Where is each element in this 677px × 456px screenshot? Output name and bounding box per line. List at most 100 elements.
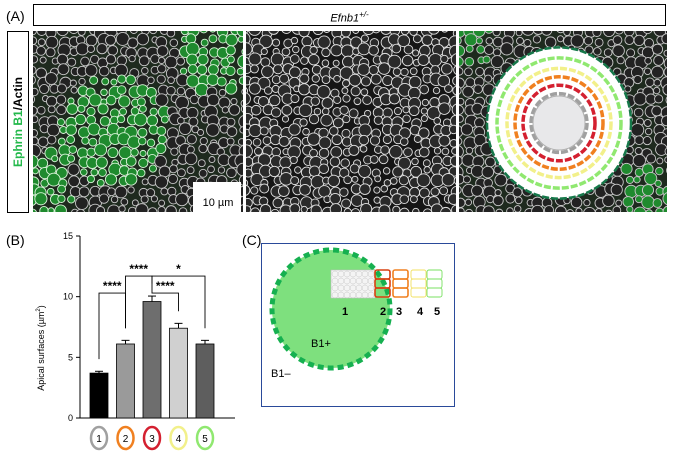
cell [169, 38, 179, 48]
category-ring [169, 425, 188, 451]
zone-ring [513, 75, 605, 171]
y-tick-label: 0 [68, 413, 73, 423]
cell [186, 166, 195, 175]
cell [39, 83, 50, 95]
cell [239, 126, 243, 134]
cell [107, 147, 119, 159]
cell [332, 59, 340, 67]
cell [378, 154, 389, 165]
cell [141, 66, 149, 75]
cell [372, 31, 380, 34]
cell [340, 158, 350, 168]
cell [35, 67, 47, 79]
cell [450, 114, 456, 128]
cell [397, 34, 411, 48]
cell [313, 107, 322, 116]
cell [238, 115, 243, 129]
cell [652, 198, 663, 208]
cell [308, 53, 320, 66]
cell [612, 35, 623, 45]
cell [66, 154, 76, 163]
cell [150, 54, 160, 64]
zone-cell [374, 287, 391, 298]
cell [532, 35, 542, 44]
cell [84, 64, 98, 77]
cell [259, 183, 270, 194]
cell [228, 104, 241, 116]
cell [329, 156, 341, 168]
cell [556, 35, 564, 43]
cell [663, 49, 667, 57]
cell [85, 34, 98, 47]
cell [570, 34, 585, 48]
cell [521, 31, 535, 36]
cell [505, 193, 516, 204]
cell [250, 207, 261, 212]
cell [246, 32, 251, 46]
cell [328, 126, 339, 136]
cell [373, 196, 381, 204]
cell [289, 54, 300, 64]
cell [277, 185, 290, 198]
cell [662, 205, 667, 212]
cell-strip [330, 269, 443, 299]
cell [300, 205, 308, 212]
cell [138, 55, 150, 67]
panel-b-label: (B) [6, 232, 25, 248]
cell [185, 42, 200, 56]
cell [105, 54, 117, 65]
cell [644, 57, 652, 65]
cell [141, 178, 149, 186]
cell [70, 86, 78, 94]
cell [157, 134, 167, 145]
cell [453, 65, 456, 75]
cell [340, 44, 354, 58]
cell [65, 124, 77, 136]
cell [33, 95, 36, 104]
cell [133, 112, 148, 127]
cell [128, 54, 136, 63]
cell [641, 195, 655, 209]
cell [186, 106, 199, 119]
cell [94, 143, 108, 157]
cell [462, 85, 475, 98]
cell [33, 129, 38, 138]
cell [135, 203, 149, 212]
cell [290, 94, 300, 104]
cell [281, 47, 291, 57]
cell [46, 134, 57, 145]
cell [392, 205, 401, 212]
cell [184, 152, 198, 166]
cell [45, 47, 56, 58]
zone-number: 2 [380, 306, 386, 318]
cell [36, 105, 46, 115]
cell [241, 88, 243, 95]
cell [33, 36, 38, 46]
cell [218, 88, 227, 97]
cell [175, 95, 189, 110]
cell [642, 136, 652, 146]
cell [359, 145, 368, 153]
cell [554, 205, 567, 212]
cell [310, 96, 320, 106]
cell [428, 31, 440, 35]
cell [651, 65, 664, 79]
cell [459, 104, 464, 116]
cell [633, 107, 644, 118]
cell [318, 163, 330, 174]
cell [56, 104, 67, 116]
cell [263, 86, 273, 95]
cell [207, 93, 220, 107]
cell [118, 95, 131, 108]
cell [90, 168, 99, 177]
cell [323, 31, 331, 33]
cell [331, 134, 343, 146]
cell [633, 92, 647, 106]
zone-cell [426, 287, 443, 298]
cell [33, 167, 39, 175]
cell [664, 147, 667, 156]
cell [129, 31, 138, 34]
cell [389, 177, 398, 185]
cell [288, 123, 301, 136]
cell [270, 52, 285, 66]
